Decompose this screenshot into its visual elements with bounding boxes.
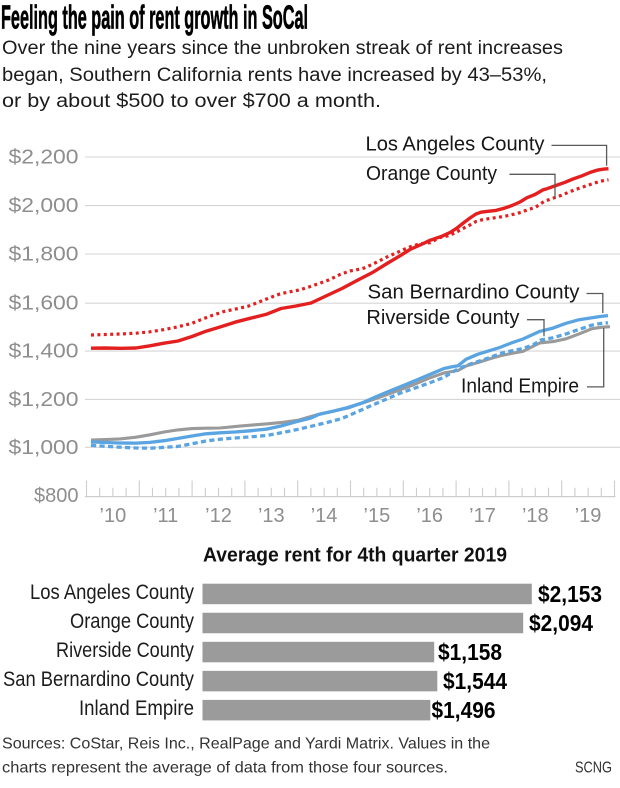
svg-text:Los Angeles County: Los Angeles County [366,132,546,155]
svg-text:charts represent the average o: charts represent the average of data fro… [2,760,448,777]
svg-text:$1,800: $1,800 [9,244,79,266]
svg-text:$1,400: $1,400 [9,341,79,363]
svg-text:San Bernardino County: San Bernardino County [368,280,581,303]
svg-text:San Bernardino County: San Bernardino County [3,668,194,691]
svg-text:Average rent for 4th quarter 2: Average rent for 4th quarter 2019 [203,544,507,567]
svg-text:$800: $800 [34,485,79,507]
svg-text:or by about $500 to over $700: or by about $500 to over $700 a month. [2,91,381,112]
svg-text:Riverside County: Riverside County [366,306,520,329]
svg-text:’16: ’16 [416,505,443,527]
svg-text:began, Southern California ren: began, Southern California rents have in… [2,65,547,86]
svg-text:Los Angeles County: Los Angeles County [30,581,194,604]
svg-text:$1,158: $1,158 [438,639,502,665]
svg-text:’15: ’15 [364,505,391,527]
svg-text:’14: ’14 [311,505,338,527]
svg-text:Feeling the pain of rent growt: Feeling the pain of rent growth in SoCal [1,0,308,36]
svg-text:Riverside County: Riverside County [56,639,194,662]
svg-text:$1,200: $1,200 [9,389,79,411]
svg-text:$1,600: $1,600 [9,293,79,315]
svg-text:$2,153: $2,153 [538,581,602,607]
svg-text:Over the nine years since the: Over the nine years since the unbroken s… [2,38,563,59]
svg-text:$1,496: $1,496 [432,697,496,723]
svg-text:SCNG: SCNG [575,760,612,777]
svg-text:’11: ’11 [153,505,178,527]
svg-text:$2,000: $2,000 [9,195,79,217]
svg-text:$2,094: $2,094 [529,610,593,636]
svg-text:Orange County: Orange County [70,610,194,633]
svg-text:’19: ’19 [575,505,602,527]
svg-text:Sources: CoStar, Reis Inc., Re: Sources: CoStar, Reis Inc., RealPage and… [2,736,490,753]
svg-text:$1,544: $1,544 [443,668,507,694]
svg-text:’17: ’17 [469,505,496,527]
svg-text:$2,200: $2,200 [9,147,79,169]
svg-text:Inland Empire: Inland Empire [461,375,579,398]
svg-text:Orange County: Orange County [366,162,498,185]
svg-text:$1,000: $1,000 [9,437,79,459]
svg-text:’18: ’18 [522,505,549,527]
svg-text:’13: ’13 [258,505,285,527]
svg-text:’10: ’10 [100,505,127,527]
svg-text:’12: ’12 [205,505,232,527]
svg-text:Inland Empire: Inland Empire [79,697,194,720]
